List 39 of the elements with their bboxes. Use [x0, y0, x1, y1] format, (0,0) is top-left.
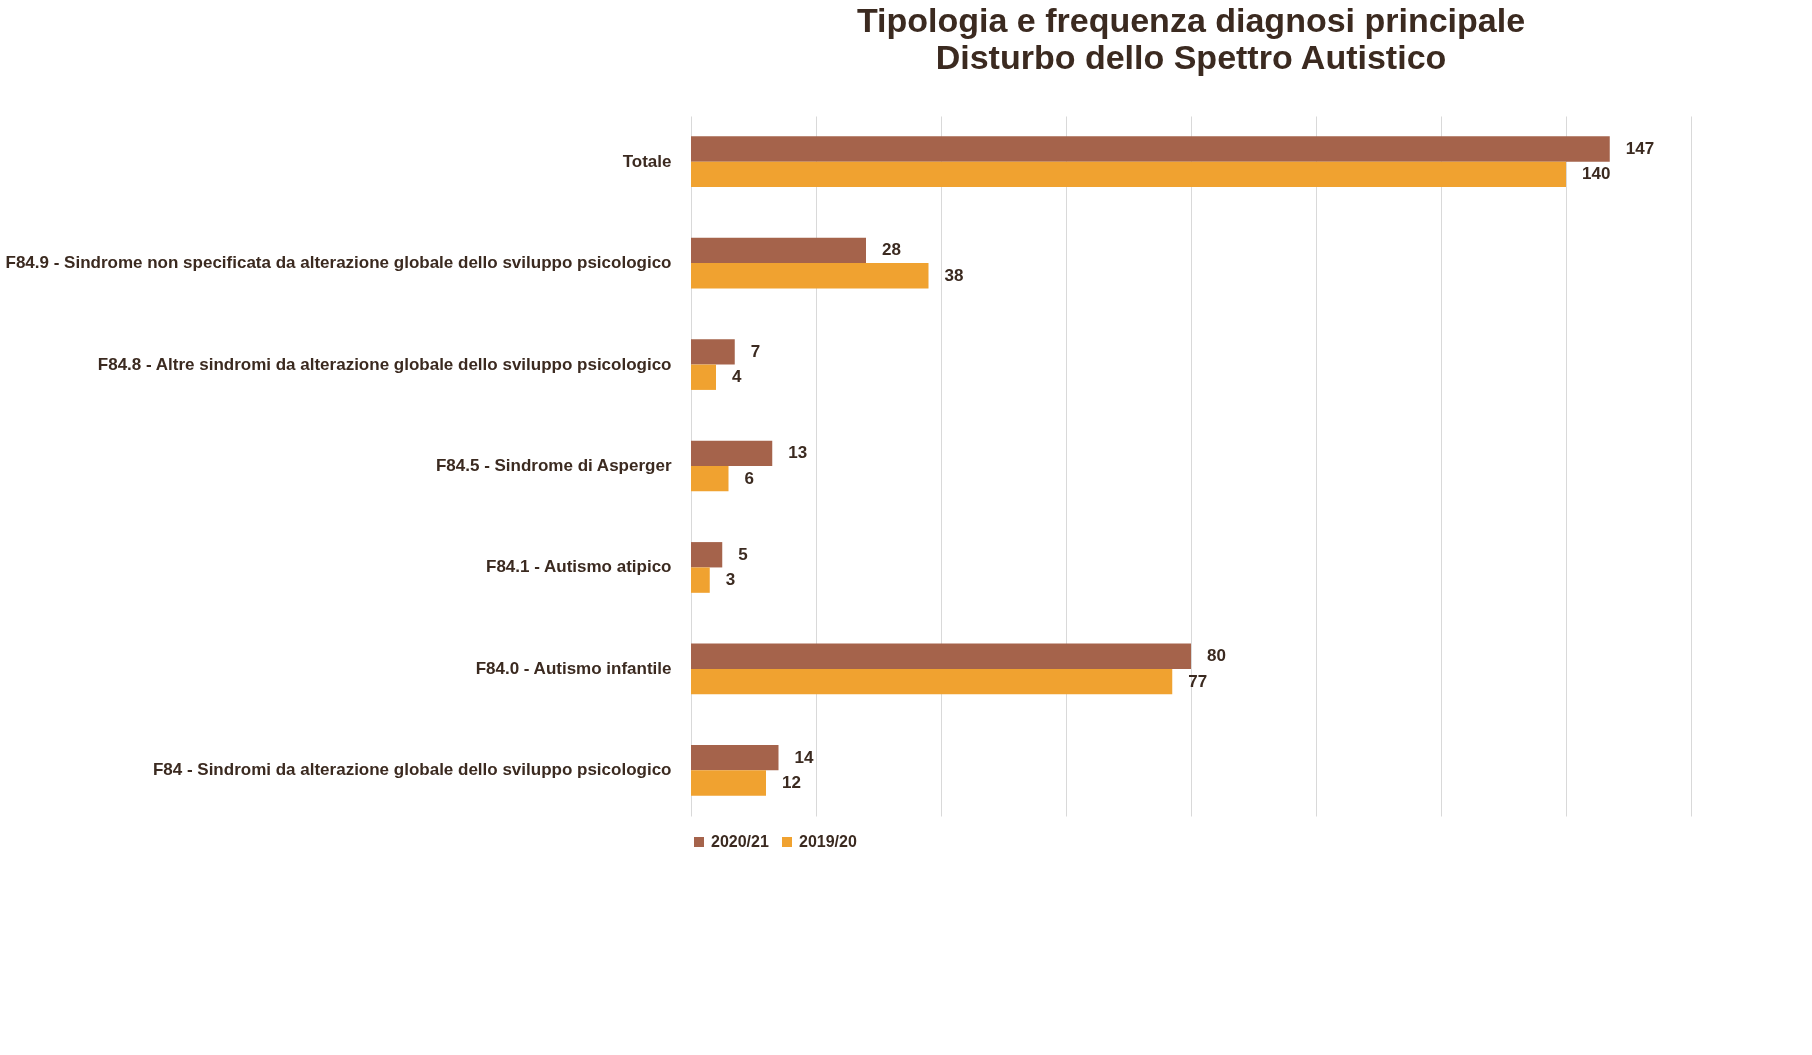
y-tick-label: F84.1 - Autismo atipico	[486, 557, 672, 577]
bar	[691, 339, 735, 365]
bar	[691, 770, 766, 796]
data-label: 13	[788, 443, 808, 463]
y-tick-label: F84.8 - Altre sindromi da alterazione globale dello sviluppo psicologico	[97, 354, 672, 374]
data-label: 77	[1188, 671, 1208, 691]
data-label: 6	[744, 468, 754, 488]
bar	[691, 744, 779, 771]
y-tick-label: F84.5 - Sindrome di Asperger	[435, 456, 672, 475]
data-label: 140	[1582, 164, 1611, 184]
chart-title: Tipologia e frequenza diagnosi principale	[856, 1, 1526, 39]
legend-label: 2019/20	[799, 833, 857, 850]
data-label: 80	[1207, 646, 1226, 666]
data-label: 14	[794, 747, 814, 767]
data-label: 12	[782, 773, 801, 793]
bar	[691, 440, 773, 466]
data-label: 3	[725, 570, 736, 590]
data-label: 38	[944, 265, 964, 285]
bar	[691, 161, 1566, 188]
y-tick-label: F84.0 - Autismo infantile	[475, 658, 672, 678]
bar	[691, 643, 1191, 669]
data-label: 7	[750, 341, 761, 361]
bar	[691, 136, 1610, 162]
bar	[691, 364, 716, 390]
bar	[691, 567, 710, 593]
bar	[691, 542, 723, 568]
y-tick-label: F84.9 - Sindrome non specificata da alterazione globale dello sviluppo psicologico	[5, 253, 672, 273]
data-label: 4	[732, 367, 742, 387]
bar	[691, 263, 929, 289]
legend-label: 2020/21	[711, 833, 769, 850]
bar	[691, 668, 1173, 695]
chart-subtitle: Disturbo dello Spettro Autistico	[935, 38, 1447, 76]
data-label: 5	[738, 544, 748, 564]
bar	[691, 237, 866, 264]
y-tick-label: Totale	[622, 151, 672, 171]
bar	[691, 466, 729, 492]
y-tick-label: F84 - Sindromi da alterazione globale dello sviluppo psicologico	[152, 760, 672, 780]
data-label: 28	[882, 240, 901, 260]
data-label: 147	[1625, 138, 1655, 158]
